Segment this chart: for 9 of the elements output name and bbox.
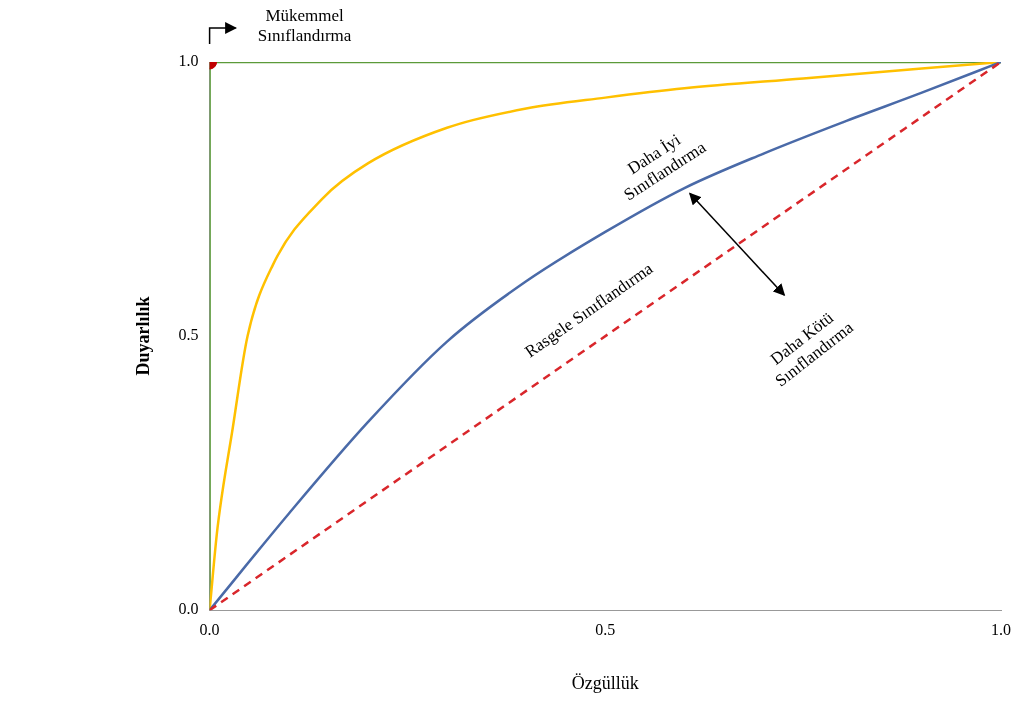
- y-tick-label: 1.0: [178, 52, 199, 70]
- y-tick-label: 0.0: [178, 600, 199, 618]
- y-tick-label: 0.5: [178, 326, 199, 344]
- x-axis-title: Özgüllük: [571, 672, 639, 693]
- x-tick-label: 0.5: [595, 621, 616, 638]
- y-axis-title: Duyarlılık: [133, 296, 154, 376]
- text: Mükemmel Sınıflandırma: [257, 6, 352, 46]
- x-tick-label: 0.0: [199, 621, 220, 638]
- x-tick-label: 1.0: [991, 621, 1011, 638]
